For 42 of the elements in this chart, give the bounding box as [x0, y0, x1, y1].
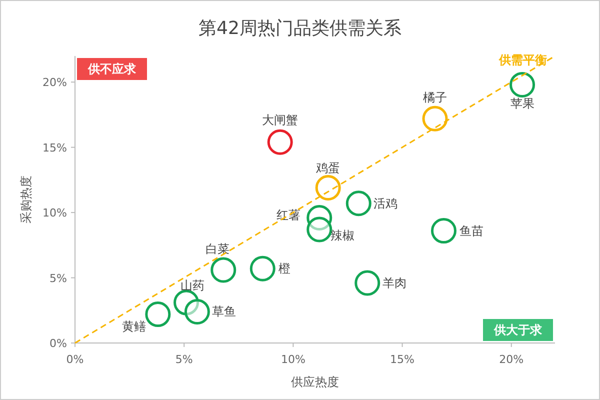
x-tick-label: 15% — [390, 353, 414, 366]
point — [250, 256, 276, 282]
y-tick-label: 15% — [42, 141, 67, 154]
data-label: 鸡蛋 — [315, 160, 340, 175]
point — [306, 216, 332, 242]
data-label: 白菜 — [205, 242, 230, 256]
point — [184, 298, 210, 324]
y-tick-label: 20% — [42, 76, 67, 90]
point — [145, 302, 171, 328]
data-label: 活鸡 — [374, 196, 398, 210]
data-label: 鱼苗 — [460, 224, 484, 238]
data-label: 苹果 — [510, 96, 534, 111]
data-label: 辣椒 — [330, 228, 354, 243]
data-label: 羊肉 — [382, 276, 406, 290]
x-axis-title: 供应热度 — [291, 375, 339, 389]
point — [354, 270, 380, 296]
chart-title: 第42周热门品类供需关系 — [198, 18, 402, 39]
annotation: 供大于求 — [493, 323, 543, 337]
annotation: 供不应求 — [87, 62, 137, 76]
x-tick-label: 20% — [499, 353, 524, 366]
y-tick-label: 5% — [50, 272, 67, 285]
y-axis-title: 采购热度 — [19, 176, 33, 224]
series-label: 供需平衡 — [498, 53, 547, 67]
point — [430, 218, 456, 244]
data-label: 红薯 — [276, 208, 300, 222]
data-label: 黄鳝 — [122, 319, 146, 334]
data-label: 山药 — [180, 278, 204, 293]
point — [346, 190, 372, 216]
point — [422, 106, 448, 132]
y-tick-label: 10% — [42, 206, 67, 220]
x-tick-label: 0% — [66, 353, 84, 366]
data-label: 橙 — [278, 262, 291, 276]
point — [210, 257, 236, 283]
data-label: 大闸蟹 — [262, 113, 298, 128]
y-tick-label: 0% — [50, 337, 67, 350]
point — [267, 129, 293, 155]
data-label: 橘子 — [423, 90, 447, 105]
point — [510, 72, 536, 98]
x-tick-label: 10% — [280, 353, 306, 366]
x-tick-label: 5% — [175, 353, 193, 366]
data-label: 草鱼 — [212, 304, 236, 319]
point — [315, 175, 341, 201]
